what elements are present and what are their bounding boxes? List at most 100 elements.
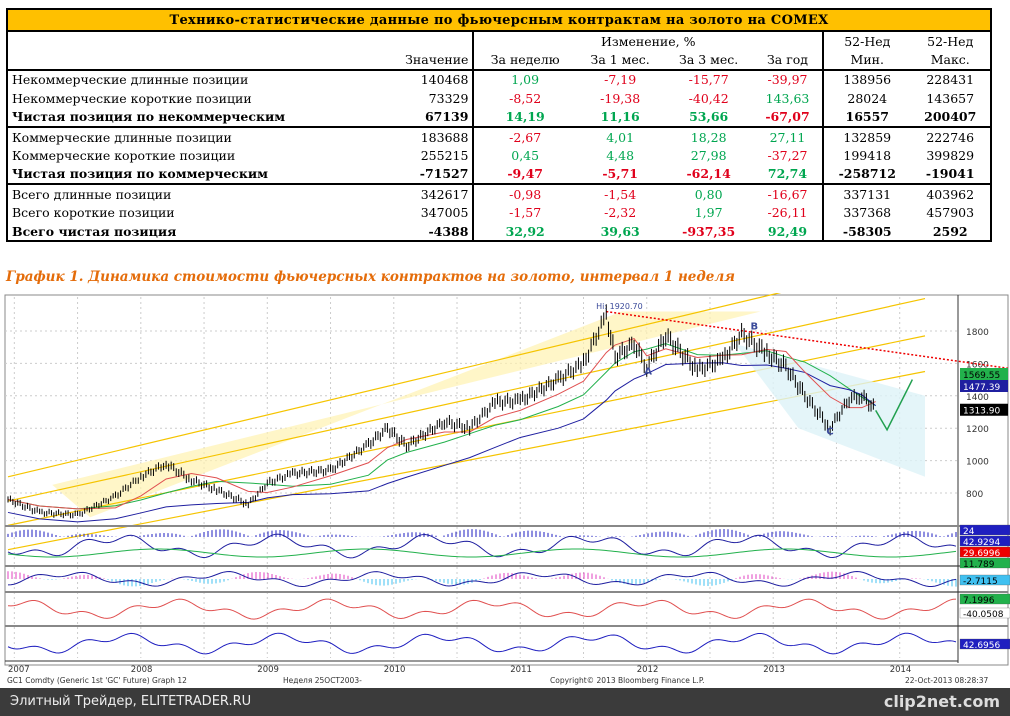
chart-footer-left: GC1 Comdty (Generic 1st 'GC' Future) Gra… bbox=[7, 676, 187, 685]
cell-m1: -19,38 bbox=[600, 90, 641, 106]
table-row: Чистая позиция по коммерческим -71527 -9,4… bbox=[5, 164, 992, 185]
cell-m1: -1,54 bbox=[575, 183, 665, 204]
week-header: За неделю bbox=[472, 50, 576, 70]
indicator-tag bbox=[959, 593, 1010, 605]
cell-label: Всего короткие позиции bbox=[5, 203, 379, 222]
annotation-3: C bbox=[826, 427, 833, 438]
value-header: Значение bbox=[405, 52, 469, 68]
cell-label: Некоммерческие короткие позиции bbox=[5, 89, 379, 108]
indicator-tag bbox=[959, 546, 1010, 558]
cell-min: 132859 bbox=[822, 125, 911, 147]
cell-y: -26,11 bbox=[767, 205, 808, 221]
cell-value: 342617 bbox=[378, 183, 474, 204]
3month-header: За 3 мес. bbox=[679, 52, 739, 68]
cell-label: Некоммерческие длинные позиции bbox=[5, 68, 379, 90]
x-tick-label: 2010 bbox=[384, 665, 406, 675]
indicator-value: -2.7115 bbox=[963, 577, 998, 587]
x-tick-label: 2009 bbox=[257, 665, 279, 675]
cell-m3: 1,97 bbox=[694, 205, 723, 221]
x-tick-label: 2012 bbox=[637, 665, 659, 675]
channel-line bbox=[7, 293, 782, 478]
cell-m3: -40,42 bbox=[688, 90, 729, 106]
cell-min: -58305 bbox=[822, 221, 911, 243]
cell-value: 255215 bbox=[420, 148, 469, 164]
y-tick-label: 1200 bbox=[966, 425, 989, 435]
cell-min: 199418 bbox=[822, 146, 911, 165]
x-tick-label: 2014 bbox=[890, 665, 912, 675]
cell-min: 337131 bbox=[822, 183, 911, 204]
chart-footer-copy: Copyright© 2013 Bloomberg Finance L.P. bbox=[550, 676, 705, 685]
indicator-value: 42.6956 bbox=[963, 641, 1000, 651]
table-row: Всего длинные позиции 342617 -0,98 -1,54 0,8… bbox=[5, 183, 992, 204]
cell-m3: 53,66 bbox=[689, 109, 729, 125]
y-tick-label: 1000 bbox=[966, 458, 989, 468]
cell-label: Коммерческие длинные позиции bbox=[5, 125, 379, 147]
cell-w: -9,47 bbox=[472, 164, 576, 185]
cell-m1: 4,48 bbox=[606, 148, 635, 164]
cell-w: -1,57 bbox=[472, 203, 576, 222]
indicator-line bbox=[7, 632, 957, 655]
cell-m1: 11,16 bbox=[600, 109, 640, 125]
cell-max: -19041 bbox=[910, 164, 992, 185]
trend-channel bbox=[52, 311, 761, 518]
clip2net-logo[interactable]: clip2net.com bbox=[883, 692, 1000, 711]
indicator-tag bbox=[959, 574, 1010, 586]
indicator-line bbox=[7, 598, 957, 620]
cell-label: Всего длинные позиции bbox=[5, 183, 379, 204]
indicator-tag bbox=[959, 524, 1010, 536]
cell-label: Коммерческие короткие позиции bbox=[5, 146, 379, 165]
cell-m3: -937,35 bbox=[664, 221, 753, 243]
cell-m1: -7,19 bbox=[575, 68, 665, 90]
cell-m3: -62,14 bbox=[686, 166, 731, 182]
min-header-2: Мин. bbox=[822, 50, 911, 70]
cell-min: 28024 bbox=[822, 89, 911, 108]
chart-footer-date: 22-Oct-2013 08:28:37 bbox=[905, 676, 989, 685]
indicator-value: -40.0508 bbox=[963, 610, 1004, 620]
cell-y: 143,63 bbox=[765, 90, 810, 106]
max-header-1: 52-Нед bbox=[910, 31, 992, 51]
table-row: Чистая позиция по некоммерческим 67139 14,… bbox=[5, 107, 992, 127]
cell-min: 138956 bbox=[822, 68, 911, 90]
month-header: За 1 мес. bbox=[590, 52, 650, 68]
annotation-2: B bbox=[750, 321, 758, 332]
indicator-value: 29.6996 bbox=[963, 549, 1000, 559]
forecast-line bbox=[875, 379, 914, 432]
footer-source: Элитный Трейдер, ELITETRADER.RU bbox=[10, 694, 252, 709]
cell-y: -37,27 bbox=[767, 148, 808, 164]
cell-y: -39,97 bbox=[752, 68, 824, 90]
table-row: Некоммерческие короткие позиции 73329 -8,5… bbox=[5, 89, 992, 108]
cell-m1: 4,01 bbox=[575, 125, 665, 147]
cell-w: -2,67 bbox=[472, 125, 576, 147]
cell-max: 143657 bbox=[910, 89, 992, 108]
cell-m3: 0,80 bbox=[664, 183, 753, 204]
chart-title: График 1. Динамика стоимости фьючерсных … bbox=[6, 269, 735, 285]
cell-max: 457903 bbox=[910, 203, 992, 222]
cell-max: 222746 bbox=[910, 125, 992, 147]
cell-w: 0,45 bbox=[472, 146, 576, 165]
indicator-value: 7.1996 bbox=[963, 596, 995, 606]
cell-w: -0,98 bbox=[472, 183, 576, 204]
footer-bar: Элитный Трейдер, ELITETRADER.RU clip2net… bbox=[0, 688, 1010, 716]
y-tick-label: 1600 bbox=[966, 360, 989, 370]
cell-label: Чистая позиция по коммерческим bbox=[5, 164, 379, 185]
cell-w: -8,52 bbox=[472, 89, 576, 108]
indicator-value: 42.9294 bbox=[963, 538, 1000, 548]
cell-y: -67,07 bbox=[765, 109, 810, 125]
last-value-tag bbox=[960, 368, 1008, 380]
last-value-label: 1477.39 bbox=[963, 383, 1000, 393]
cell-y: 92,49 bbox=[752, 221, 824, 243]
indicator-line-2 bbox=[7, 548, 957, 558]
y-tick-label: 1800 bbox=[966, 328, 989, 338]
x-tick-label: 2007 bbox=[8, 665, 30, 675]
cell-value: 73329 bbox=[428, 90, 469, 106]
table-row: Коммерческие длинные позиции 183688 -2,67 4… bbox=[5, 125, 992, 147]
cell-label: Всего чистая позиция bbox=[5, 221, 379, 243]
last-value-tag bbox=[960, 403, 1008, 416]
cell-value: -71527 bbox=[419, 166, 469, 182]
indicator-value: 24 bbox=[963, 527, 975, 537]
cell-value: 140468 bbox=[378, 68, 474, 90]
cell-value: 183688 bbox=[378, 125, 474, 147]
moving-average-line bbox=[7, 337, 876, 510]
cell-label: Чистая позиция по некоммерческим bbox=[5, 107, 379, 127]
last-value-label: 1569.55 bbox=[963, 371, 1000, 381]
